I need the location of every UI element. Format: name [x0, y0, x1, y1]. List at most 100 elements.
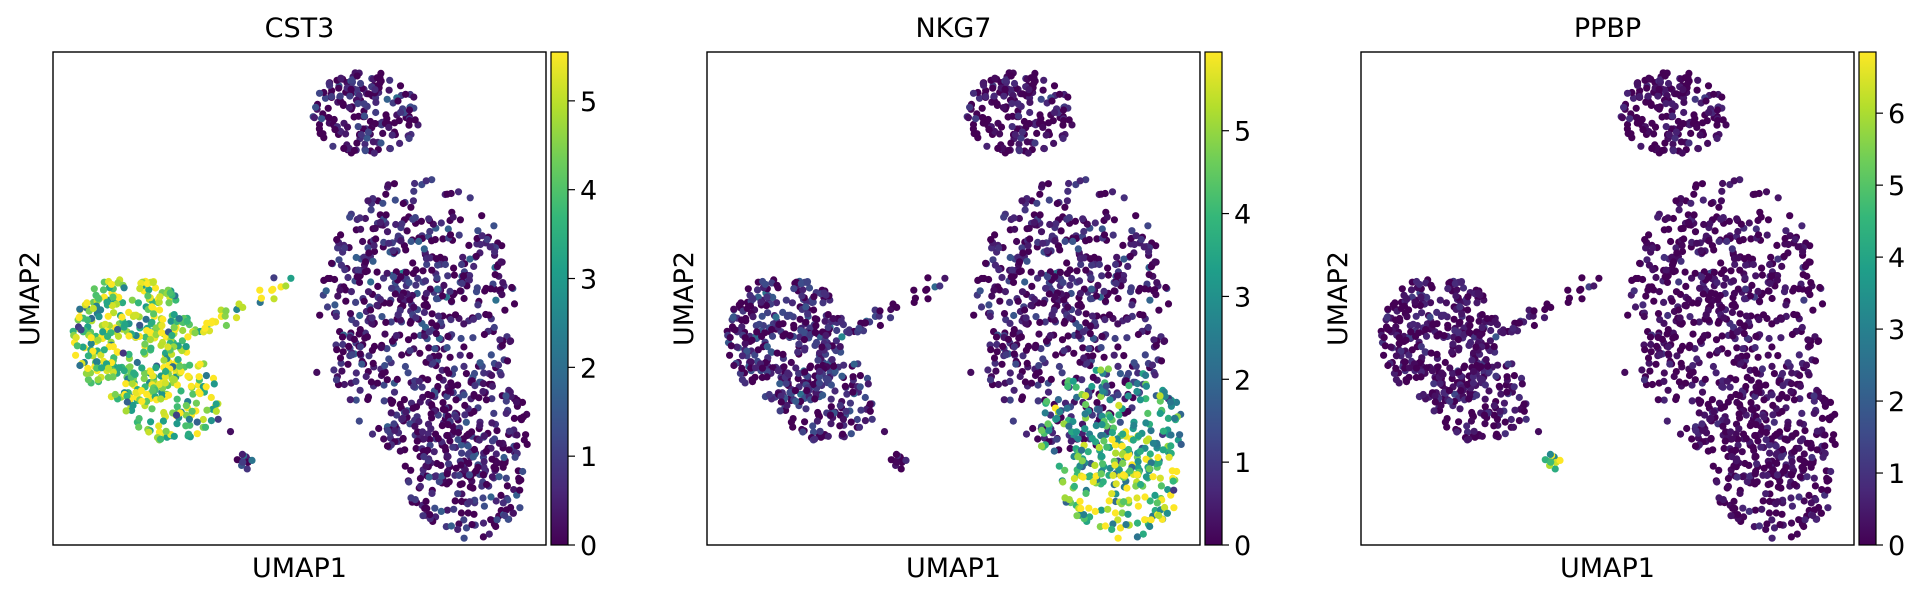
cell-point	[95, 313, 103, 321]
cell-point	[1686, 313, 1694, 321]
cell-point	[443, 366, 451, 374]
cell-point	[318, 115, 326, 123]
cell-point	[1156, 409, 1164, 417]
cell-point	[434, 434, 442, 443]
cell-point	[1681, 74, 1689, 82]
cell-point	[369, 359, 377, 367]
cell-point	[1019, 352, 1027, 360]
cell-point	[1484, 362, 1492, 370]
cell-point	[1008, 100, 1016, 108]
cell-point	[1021, 206, 1029, 214]
cell-point	[383, 228, 392, 236]
cell-point	[128, 296, 136, 304]
cell-point	[936, 282, 944, 290]
cell-point	[97, 351, 105, 359]
cell-point	[1142, 371, 1150, 379]
cell-point	[1796, 382, 1804, 390]
cell-point	[1641, 346, 1649, 354]
cell-point	[1648, 380, 1656, 389]
cell-point	[1169, 477, 1177, 485]
cell-point	[434, 312, 443, 320]
cell-point	[365, 249, 373, 257]
cell-point	[480, 458, 488, 466]
cell-point	[819, 299, 827, 307]
cell-point	[803, 278, 811, 287]
cell-point	[1778, 262, 1786, 270]
cell-point	[376, 218, 384, 226]
cell-point	[846, 399, 855, 407]
cell-point	[1119, 241, 1127, 249]
cell-point	[1021, 306, 1029, 314]
cell-point	[1755, 297, 1763, 305]
cell-point	[1817, 509, 1825, 517]
cell-point	[993, 340, 1001, 349]
cell-point	[1701, 375, 1709, 383]
cell-point	[1082, 310, 1090, 318]
cell-point	[1385, 326, 1393, 334]
cell-point	[1713, 134, 1721, 143]
cell-point	[1448, 375, 1456, 383]
cell-point	[1039, 86, 1047, 94]
cell-point	[1782, 301, 1790, 309]
cell-point	[391, 426, 399, 434]
cell-point	[499, 279, 507, 287]
cell-point	[84, 364, 92, 372]
cell-point	[1012, 360, 1020, 368]
cell-point	[433, 274, 441, 282]
cell-point	[1765, 334, 1773, 343]
cell-point	[1469, 373, 1477, 381]
cell-point	[439, 399, 447, 407]
cell-point	[488, 473, 496, 481]
cell-point	[1661, 273, 1669, 281]
cell-point	[94, 336, 102, 344]
cell-point	[726, 351, 734, 359]
cell-point	[1106, 396, 1114, 404]
cell-point	[1707, 435, 1715, 443]
cell-point	[1171, 414, 1179, 422]
cell-point	[425, 473, 433, 481]
cell-point	[1088, 382, 1096, 391]
cell-point	[1715, 203, 1723, 211]
cell-point	[730, 305, 738, 313]
cell-point	[1681, 301, 1689, 309]
cell-point	[406, 347, 414, 355]
cell-point	[383, 345, 391, 353]
cell-point	[409, 269, 417, 278]
cell-point	[123, 392, 131, 400]
cell-point	[410, 187, 418, 195]
cell-point	[390, 273, 398, 281]
cell-point	[1120, 194, 1128, 202]
cell-point	[1089, 373, 1097, 381]
cell-point	[1006, 369, 1014, 377]
cell-point	[478, 212, 486, 220]
cell-point	[1108, 429, 1116, 437]
cell-point	[458, 449, 466, 457]
cell-point	[1671, 134, 1679, 142]
cell-point	[1796, 395, 1804, 403]
cell-point	[72, 333, 80, 342]
cell-point	[1016, 372, 1024, 381]
cell-point	[1159, 446, 1167, 454]
cell-point	[454, 490, 462, 498]
cell-point	[1768, 362, 1776, 370]
cell-point	[1018, 393, 1027, 401]
cell-point	[1791, 480, 1799, 489]
cell-point	[1734, 254, 1742, 262]
cell-point	[978, 104, 986, 112]
cell-point	[398, 351, 406, 359]
cell-point	[1470, 367, 1478, 376]
cell-point	[426, 254, 434, 262]
cell-point	[185, 430, 193, 438]
cell-point	[1633, 79, 1641, 87]
cell-point	[1650, 130, 1658, 138]
cell-point	[346, 310, 355, 318]
cell-point	[1146, 522, 1154, 531]
cell-point	[747, 358, 755, 366]
cell-point	[1091, 507, 1099, 515]
cell-point	[1004, 146, 1013, 155]
cell-point	[243, 465, 251, 473]
cell-point	[1818, 486, 1826, 494]
cell-point	[1104, 505, 1112, 513]
cell-point	[493, 459, 501, 467]
